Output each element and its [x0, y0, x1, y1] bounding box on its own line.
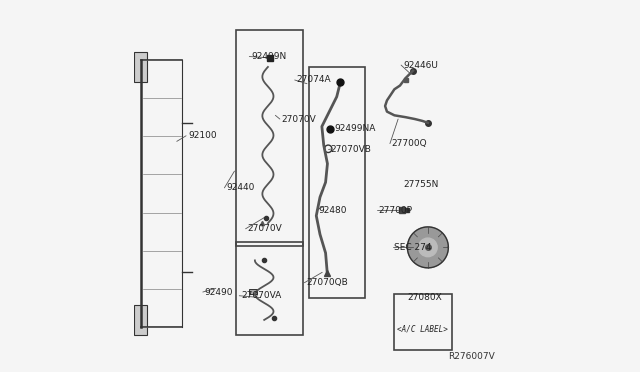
Text: 27080X: 27080X [408, 293, 442, 302]
Bar [134, 52, 147, 82]
Text: <A/C LABEL>: <A/C LABEL> [397, 325, 448, 334]
Text: 27070VA: 27070VA [241, 291, 282, 300]
Text: 92100: 92100 [188, 131, 216, 140]
Bar [248, 289, 257, 294]
Text: 92480: 92480 [318, 206, 347, 215]
Bar [236, 242, 303, 335]
Text: 92490: 92490 [205, 288, 233, 296]
Text: 92440: 92440 [227, 183, 255, 192]
Polygon shape [408, 227, 449, 268]
Bar [394, 294, 452, 350]
Bar [134, 305, 147, 335]
Text: 27074A: 27074A [296, 76, 331, 84]
Text: 27700Q: 27700Q [392, 139, 428, 148]
Text: 27070V: 27070V [282, 115, 316, 124]
Text: 27070VB: 27070VB [330, 145, 371, 154]
Text: 27755N: 27755N [403, 180, 438, 189]
Circle shape [419, 238, 437, 257]
Text: 92499N: 92499N [251, 52, 287, 61]
Text: 92446U: 92446U [403, 61, 438, 70]
Bar [309, 67, 365, 298]
Text: 92499NA: 92499NA [334, 124, 376, 133]
Text: 27700P: 27700P [379, 206, 413, 215]
Text: SEC 274: SEC 274 [394, 243, 432, 252]
Text: 27070V: 27070V [248, 224, 282, 233]
Bar [236, 30, 303, 246]
Text: R276007V: R276007V [448, 352, 495, 361]
Text: 27070QB: 27070QB [306, 278, 348, 287]
